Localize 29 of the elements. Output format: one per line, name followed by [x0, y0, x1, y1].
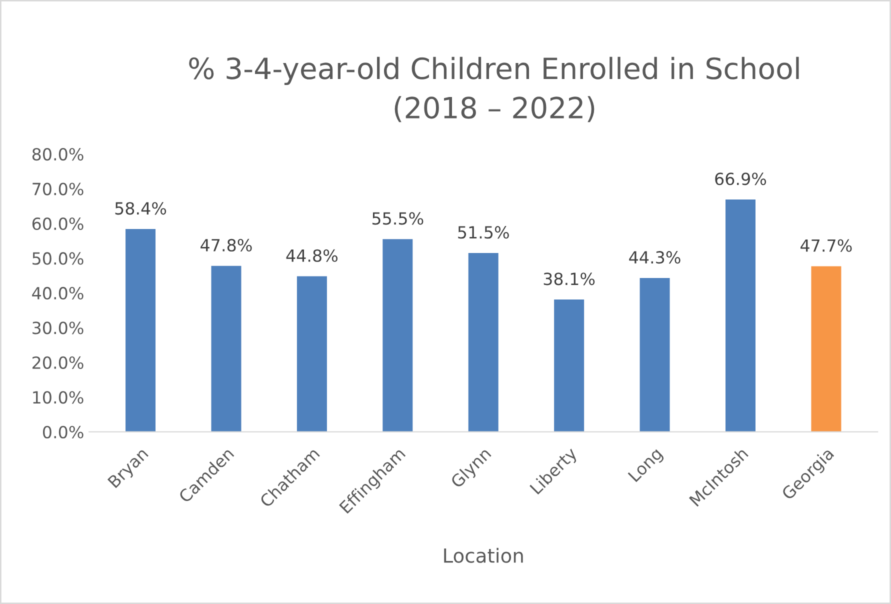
data-label: 38.1% — [544, 272, 595, 286]
bar — [126, 229, 156, 432]
x-axis-title: Location — [444, 548, 523, 563]
data-label: 55.5% — [372, 212, 424, 225]
bar — [811, 266, 842, 432]
bar — [640, 278, 670, 432]
chart-title: % 3-4-year-old Children Enrolled in School (2018 – 2022) — [189, 56, 799, 122]
y-tick-label: 20.0% — [32, 356, 84, 369]
y-tick-label: 50.0% — [32, 252, 84, 265]
data-label: 47.8% — [200, 238, 252, 252]
data-label: 44.3% — [629, 251, 680, 264]
y-tick-label: 10.0% — [33, 391, 84, 404]
y-tick-label: 80.0% — [32, 148, 84, 161]
y-tick-label: 60.0% — [32, 217, 84, 230]
bar — [211, 266, 242, 432]
data-label: 66.9% — [715, 172, 766, 186]
y-tick-label: 40.0% — [32, 286, 84, 300]
y-tick-label: 70.0% — [32, 182, 84, 196]
bar — [554, 300, 584, 432]
y-tick-label: 30.0% — [32, 322, 84, 334]
bar — [468, 253, 498, 432]
bar — [296, 276, 327, 432]
data-label: 47.7% — [800, 239, 852, 252]
y-tick-label: 0.0% — [42, 426, 84, 438]
bar — [382, 239, 413, 432]
data-label: 58.4% — [115, 202, 166, 215]
data-label: 44.8% — [286, 249, 338, 262]
bar — [726, 200, 756, 432]
data-label: 51.5% — [458, 226, 509, 239]
